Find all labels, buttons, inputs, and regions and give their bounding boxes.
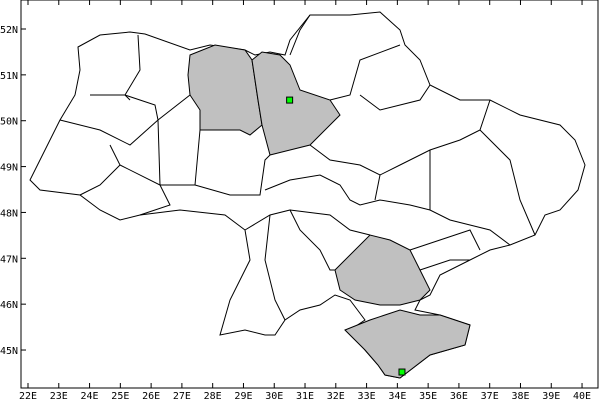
x-tick-label: 27E [173,391,191,400]
y-tick-label: 46N [0,300,18,311]
y-tick-label: 49N [0,163,18,174]
x-tick-label: 25E [111,391,129,400]
x-tick-label: 33E [358,391,376,400]
y-tick-label: 51N [0,71,18,82]
country-outline [29,11,586,379]
x-tick-label: 34E [388,391,406,400]
regions [29,11,586,379]
markers [286,96,406,376]
x-tick-label: 36E [450,391,468,400]
x-tick-label: 32E [327,391,345,400]
x-tick-label: 24E [81,391,99,400]
y-axis: 52N 51N 50N 49N 48N 47N 46N 45N [0,25,26,357]
y-tick-label: 48N [0,208,18,219]
x-tick-label: 29E [234,391,252,400]
x-tick-label: 26E [142,391,160,400]
y-tick-label: 52N [0,25,18,36]
x-tick-label: 40E [573,391,591,400]
location-marker[interactable] [286,96,294,104]
x-tick-label: 35E [419,391,437,400]
location-marker[interactable] [398,368,406,376]
x-tick-label: 37E [481,391,499,400]
y-tick-label: 45N [0,346,18,357]
x-tick-label: 30E [265,391,283,400]
region-kyiv[interactable] [251,51,341,156]
x-tick-label: 23E [50,391,68,400]
x-tick-label: 28E [204,391,222,400]
region-kherson[interactable] [334,234,431,306]
x-tick-label: 39E [542,391,560,400]
region-crimea[interactable] [344,309,471,379]
y-tick-label: 47N [0,254,18,265]
region-borders [59,14,536,321]
y-tick-label: 50N [0,117,18,128]
plot-frame [20,0,599,389]
x-tick-label: 22E [19,391,37,400]
x-tick-label: 38E [511,391,529,400]
x-tick-label: 31E [296,391,314,400]
x-axis: 22E 23E 24E 25E 26E 27E 28E 29E 30E 31E 32E 33E 34E 3… [19,0,591,400]
